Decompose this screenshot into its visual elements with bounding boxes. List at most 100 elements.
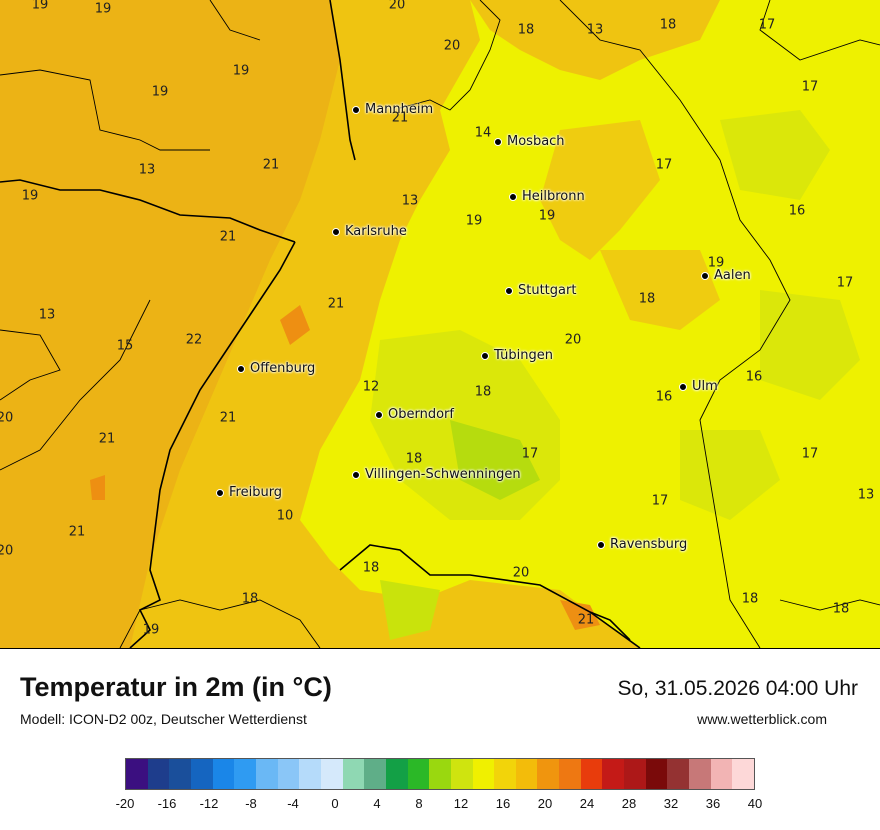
temperature-value: 13	[586, 22, 604, 38]
city-label: Karlsruhe	[345, 224, 407, 239]
city-label: Ravensburg	[610, 537, 688, 552]
legend-swatch	[277, 759, 300, 789]
temperature-value: 21	[262, 157, 280, 173]
temperature-value: 17	[801, 79, 819, 95]
city-mannheim: Mannheim	[352, 102, 433, 117]
forecast-datetime: So, 31.05.2026 04:00 Uhr	[617, 677, 858, 700]
legend-swatch	[732, 759, 755, 789]
city-label: Freiburg	[229, 485, 283, 500]
legend-swatch	[407, 759, 430, 789]
city-offenburg: Offenburg	[237, 361, 315, 376]
legend-tick-label: 12	[453, 796, 469, 811]
temperature-value: 18	[741, 591, 759, 607]
legend-tick-label: -8	[245, 796, 257, 811]
legend-swatch	[364, 759, 386, 789]
city-label: Villingen-Schwenningen	[365, 467, 521, 482]
temperature-value: 14	[474, 125, 492, 141]
city-label: Oberndorf	[388, 407, 454, 422]
temperature-value: 13	[857, 487, 875, 503]
color-legend	[125, 758, 755, 790]
temperature-value: 17	[801, 446, 819, 462]
temperature-value: 19	[707, 255, 725, 271]
legend-tick-label: 16	[495, 796, 511, 811]
city-freiburg: Freiburg	[216, 485, 282, 500]
legend-tick-label: 28	[621, 796, 637, 811]
map-title: Temperatur in 2m (in °C)	[20, 672, 332, 702]
legend-swatch	[190, 759, 213, 789]
city-karlsruhe: Karlsruhe	[332, 224, 407, 239]
temperature-value: 20	[564, 332, 582, 348]
temperature-value: 18	[474, 384, 492, 400]
city-stuttgart: Stuttgart	[505, 283, 576, 298]
temperature-value: 21	[391, 110, 409, 126]
city-label: Mosbach	[507, 134, 565, 149]
temperature-value: 21	[98, 431, 116, 447]
temperature-value: 20	[512, 565, 530, 581]
temperature-value: 17	[651, 493, 669, 509]
temperature-value: 18	[405, 451, 423, 467]
city-label: Aalen	[714, 268, 751, 283]
legend-tick-label: -20	[115, 796, 135, 811]
city-label: Ulm	[692, 379, 718, 394]
legend-swatch	[429, 759, 451, 789]
legend-swatch	[667, 759, 690, 789]
city-oberndorf: Oberndorf	[375, 407, 454, 422]
temperature-value: 21	[68, 524, 86, 540]
color-legend-labels: -20 -16 -12 -8 -4 0 4 8 12 16 20 24 28 32 36 40	[116, 796, 763, 812]
temperature-value: 19	[232, 63, 250, 79]
legend-swatch	[342, 759, 365, 789]
city-dot-icon	[505, 286, 513, 295]
city-dot-icon	[237, 364, 245, 373]
legend-tick-label: -12	[199, 796, 219, 811]
website-link[interactable]: www.wetterblick.com	[697, 711, 827, 727]
temperature-value: 20	[0, 543, 14, 559]
temperature-value: 20	[0, 410, 14, 426]
legend-swatch	[689, 759, 711, 789]
city-dot-icon	[216, 488, 224, 497]
legend-tick-label: 24	[579, 796, 595, 811]
city-ulm: Ulm	[679, 379, 718, 394]
legend-swatch	[320, 759, 343, 789]
temperature-value: 16	[788, 203, 806, 219]
legend-swatch	[126, 759, 148, 789]
legend-tick-label: 20	[537, 796, 553, 811]
city-label: Heilbronn	[522, 189, 585, 204]
temperature-value: 10	[276, 508, 294, 524]
city-dot-icon	[597, 540, 605, 549]
city-heilbronn: Heilbronn	[509, 189, 585, 204]
city-dot-icon	[352, 470, 360, 479]
city-label: Tübingen	[494, 348, 553, 363]
legend-swatch	[385, 759, 408, 789]
temperature-value: 19	[142, 622, 160, 638]
temperature-value: 18	[638, 291, 656, 307]
legend-tick-label: 40	[747, 796, 763, 811]
legend-swatch	[624, 759, 646, 789]
legend-tick-label: -16	[157, 796, 177, 811]
temperature-value: 18	[832, 601, 850, 617]
city-dot-icon	[509, 192, 517, 201]
temperature-value: 15	[116, 338, 134, 354]
temperature-value: 19	[21, 188, 39, 204]
temperature-value: 13	[401, 193, 419, 209]
temperature-value: 16	[655, 389, 673, 405]
temperature-value: 16	[745, 369, 763, 385]
city-label: Mannheim	[365, 102, 434, 117]
city-dot-icon	[352, 105, 360, 114]
temperature-value: 18	[659, 17, 677, 33]
temperature-field	[0, 0, 880, 648]
model-info: Modell: ICON-D2 00z, Deutscher Wetterdie…	[20, 711, 307, 727]
legend-swatch	[299, 759, 321, 789]
legend-swatch	[494, 759, 516, 789]
temperature-value: 20	[388, 0, 406, 13]
legend-swatch	[212, 759, 235, 789]
city-dot-icon	[494, 137, 502, 146]
weather-map: Mannheim Mosbach Heilbronn Karlsruhe Stuttga…	[0, 0, 880, 649]
legend-swatch	[472, 759, 495, 789]
legend-swatch	[602, 759, 625, 789]
city-tuebingen: Tübingen	[481, 348, 553, 363]
legend-swatch	[580, 759, 603, 789]
legend-tick-label: 8	[415, 796, 423, 811]
temperature-value: 20	[443, 38, 461, 54]
temperature-value: 21	[219, 229, 237, 245]
temperature-value: 17	[521, 446, 539, 462]
